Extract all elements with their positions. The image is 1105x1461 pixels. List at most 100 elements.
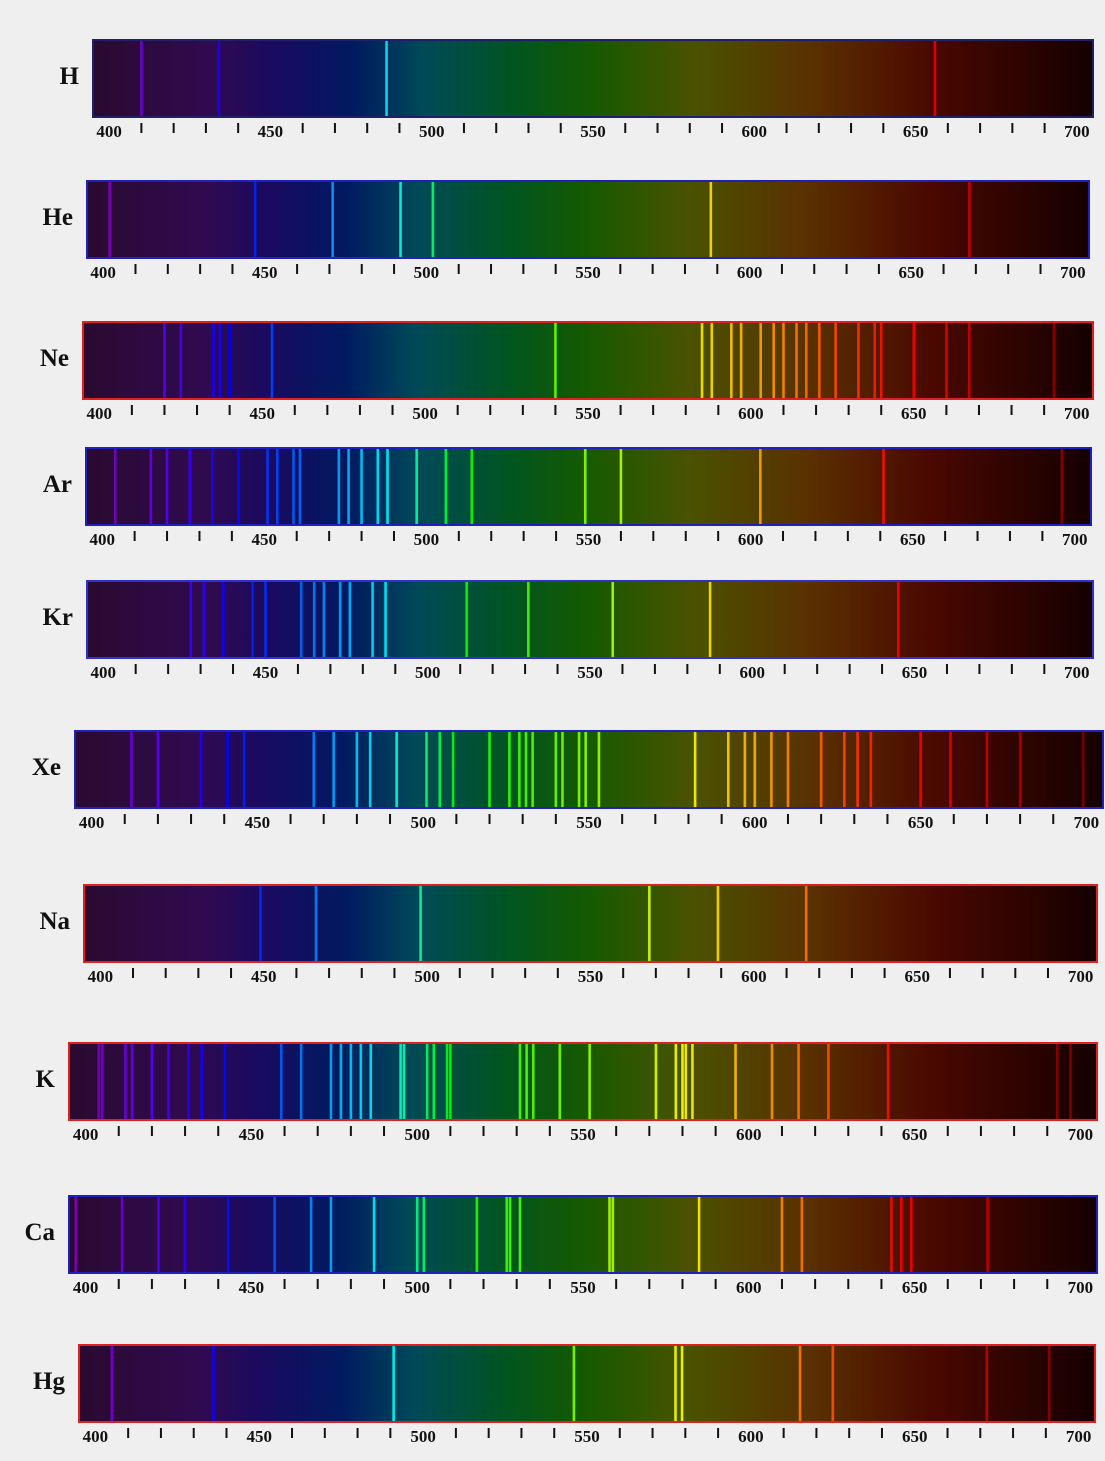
spectrum-background xyxy=(87,581,1093,658)
emission-line xyxy=(700,322,704,399)
emission-line xyxy=(819,731,823,808)
x-tick-label: 600 xyxy=(742,122,768,141)
spectrum-background xyxy=(84,885,1097,962)
emission-line xyxy=(753,731,757,808)
x-tick-label: 600 xyxy=(738,404,764,423)
emission-line xyxy=(827,1043,830,1120)
emission-line xyxy=(347,448,350,525)
spectrum-border xyxy=(78,1344,1096,1423)
emission-line xyxy=(869,731,873,808)
emission-line xyxy=(691,1043,694,1120)
emission-line xyxy=(451,731,455,808)
emission-line xyxy=(782,322,785,399)
emission-line xyxy=(183,1196,187,1273)
x-tick-label: 450 xyxy=(252,530,278,549)
emission-line xyxy=(124,1043,127,1120)
x-tick-label: 400 xyxy=(83,1427,109,1446)
emission-line xyxy=(130,731,133,808)
emission-line xyxy=(298,448,302,525)
emission-line xyxy=(422,1196,426,1273)
emission-line xyxy=(890,1196,893,1273)
emission-line xyxy=(697,1196,701,1273)
x-tick-label: 550 xyxy=(570,1278,596,1297)
emission-line xyxy=(795,322,798,399)
x-tick-label: 550 xyxy=(575,263,601,282)
emission-line xyxy=(150,1043,154,1120)
emission-line xyxy=(384,581,387,658)
x-tick-label: 550 xyxy=(574,1427,600,1446)
emission-line xyxy=(425,731,428,808)
x-tick-label: 550 xyxy=(576,530,602,549)
emission-line xyxy=(438,731,442,808)
emission-line xyxy=(739,322,743,399)
x-tick-label: 400 xyxy=(88,967,114,986)
element-label: Hg xyxy=(33,1368,65,1395)
x-tick-label: 450 xyxy=(253,663,279,682)
x-tick-label: 650 xyxy=(905,967,931,986)
emission-line xyxy=(212,322,215,399)
x-tick-label: 500 xyxy=(404,1125,430,1144)
emission-line xyxy=(743,731,747,808)
spectrum-border xyxy=(85,447,1092,526)
emission-line xyxy=(531,1043,535,1120)
x-tick-label: 450 xyxy=(239,1125,265,1144)
emission-line xyxy=(221,581,225,658)
emission-line xyxy=(900,1196,903,1273)
emission-line xyxy=(110,1345,114,1422)
x-tick-label: 600 xyxy=(740,663,766,682)
x-tick-label: 700 xyxy=(1064,122,1090,141)
emission-line xyxy=(933,40,937,117)
emission-line xyxy=(619,448,623,525)
emission-line xyxy=(608,1196,611,1273)
x-tick-label: 500 xyxy=(410,1427,436,1446)
x-tick-label: 600 xyxy=(738,1427,764,1446)
emission-line xyxy=(360,448,363,525)
emission-line xyxy=(680,1345,684,1422)
x-tick-label: 450 xyxy=(245,813,271,832)
emission-line xyxy=(253,181,257,258)
emission-line xyxy=(108,181,111,258)
emission-line xyxy=(266,448,269,525)
emission-line xyxy=(167,1043,170,1120)
x-tick-label: 550 xyxy=(580,122,606,141)
emission-line xyxy=(332,731,335,808)
emission-line xyxy=(371,581,374,658)
emission-line xyxy=(337,448,341,525)
emission-line xyxy=(716,885,720,962)
emission-line xyxy=(873,322,877,399)
emission-line xyxy=(312,581,316,658)
emission-line xyxy=(242,731,246,808)
emission-line xyxy=(857,322,860,399)
x-tick-label: 700 xyxy=(1064,404,1090,423)
emission-line xyxy=(710,322,714,399)
emission-line xyxy=(527,581,530,658)
x-tick-label: 550 xyxy=(570,1125,596,1144)
emission-line xyxy=(843,731,846,808)
spectrum-border xyxy=(86,580,1094,659)
emission-line xyxy=(800,1196,804,1273)
x-tick-label: 500 xyxy=(412,404,438,423)
emission-line xyxy=(445,1043,449,1120)
x-tick-label: 650 xyxy=(901,404,927,423)
emission-line xyxy=(199,731,203,808)
emission-line xyxy=(818,322,821,399)
emission-line xyxy=(684,1043,688,1120)
emission-line xyxy=(674,1043,678,1120)
emission-line xyxy=(402,1043,406,1120)
x-tick-label: 650 xyxy=(898,263,924,282)
emission-line xyxy=(588,1043,591,1120)
emission-line xyxy=(786,731,790,808)
x-tick-label: 450 xyxy=(251,967,277,986)
emission-line xyxy=(611,581,615,658)
emission-line xyxy=(385,40,388,117)
x-tick-label: 600 xyxy=(738,530,764,549)
emission-line xyxy=(226,1196,230,1273)
emission-line xyxy=(912,322,916,399)
emission-line xyxy=(611,1196,615,1273)
emission-line xyxy=(264,581,267,658)
x-tick-label: 400 xyxy=(73,1125,99,1144)
emission-line xyxy=(149,448,153,525)
x-tick-label: 500 xyxy=(414,263,440,282)
emission-line xyxy=(882,448,885,525)
